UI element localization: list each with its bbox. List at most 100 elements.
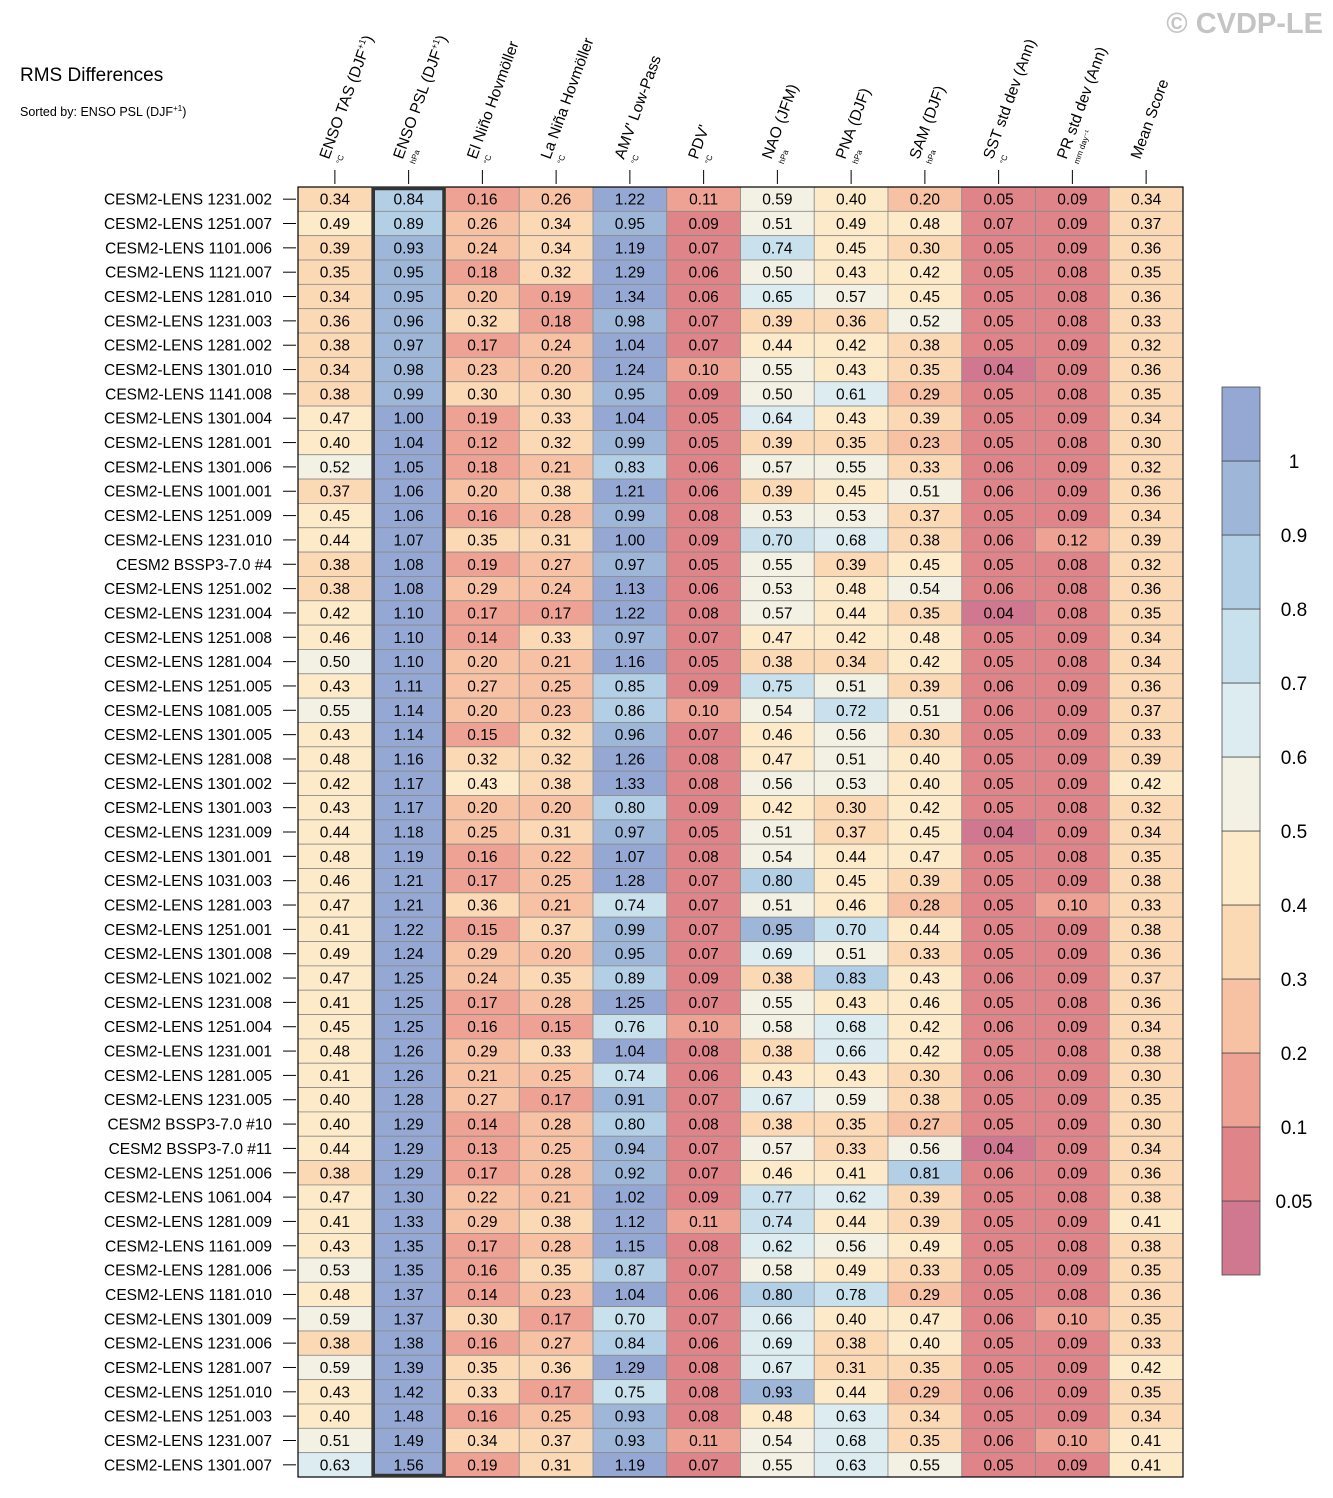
cell-value: 0.53 — [836, 508, 866, 525]
cell-value: 0.53 — [762, 508, 792, 525]
cell-value: 0.38 — [541, 776, 571, 793]
cell-value: 0.45 — [320, 1019, 350, 1036]
heatmap-cell — [297, 283, 373, 310]
cell-value: 0.05 — [984, 240, 1014, 257]
heatmap-cell — [592, 1208, 668, 1235]
column-header-unit: hPa — [777, 148, 791, 165]
cell-value: 0.09 — [1057, 1263, 1087, 1280]
cell-value: 0.08 — [1057, 1044, 1087, 1061]
cell-value: 0.46 — [836, 898, 866, 915]
heatmap-cell — [1035, 795, 1110, 821]
heatmap-cell — [518, 356, 594, 383]
cell-value: 0.55 — [910, 1457, 940, 1474]
cell-value: 0.22 — [467, 1190, 497, 1207]
cell-value: 0.15 — [541, 1019, 571, 1036]
cell-value: 0.45 — [836, 240, 866, 257]
heatmap-cell — [518, 332, 594, 358]
cell-value: 0.08 — [1057, 849, 1087, 866]
cell-value: 0.08 — [1057, 995, 1087, 1012]
heatmap-cell — [445, 235, 520, 261]
cell-value: 0.66 — [762, 1311, 792, 1328]
row-label: CESM2-LENS 1301.006 — [104, 459, 272, 476]
cell-value: 0.98 — [615, 313, 645, 330]
heatmap-cell — [371, 332, 446, 358]
cell-value: 0.39 — [910, 1190, 940, 1207]
row-label: CESM2-LENS 1121.007 — [105, 265, 272, 282]
heatmap-cell — [740, 235, 815, 261]
cell-value: 0.36 — [1131, 1165, 1161, 1182]
cell-value: 0.05 — [984, 800, 1014, 817]
cell-value: 0.41 — [320, 995, 350, 1012]
cell-value: 0.25 — [541, 873, 571, 890]
cell-value: 0.42 — [1131, 1360, 1161, 1377]
heatmap-cell — [887, 283, 963, 310]
cell-value: 0.05 — [984, 411, 1014, 428]
cell-value: 0.38 — [320, 581, 350, 598]
column-header-end: ) — [433, 33, 451, 44]
cell-value: 0.69 — [762, 946, 792, 963]
cell-value: 0.75 — [762, 678, 792, 695]
cell-value: 0.38 — [320, 557, 350, 574]
cell-value: 0.97 — [615, 557, 645, 574]
heatmap-cell — [445, 1038, 520, 1064]
heatmap-cell — [297, 259, 373, 285]
cell-value: 0.95 — [615, 946, 645, 963]
heatmap-cell — [666, 965, 741, 991]
cell-value: 0.66 — [836, 1044, 866, 1061]
cell-value: 0.05 — [984, 557, 1014, 574]
heatmap-cell — [740, 1062, 815, 1088]
cell-value: 0.05 — [984, 1457, 1014, 1474]
cell-value: 0.46 — [762, 1165, 792, 1182]
cell-value: 0.19 — [467, 1457, 497, 1474]
cell-value: 0.47 — [910, 1311, 940, 1328]
cell-value: 1.56 — [394, 1457, 424, 1474]
cell-value: 0.04 — [984, 1141, 1015, 1158]
cell-value: 0.30 — [1131, 1068, 1162, 1085]
heatmap-cell — [371, 1233, 446, 1259]
cell-value: 0.19 — [467, 411, 497, 428]
cell-value: 0.09 — [689, 532, 719, 549]
cell-value: 0.53 — [836, 776, 866, 793]
heatmap-cell — [813, 965, 889, 991]
cell-value: 0.08 — [689, 751, 719, 768]
cell-value: 0.27 — [467, 1092, 497, 1109]
heatmap-cell — [371, 186, 446, 212]
heatmap-cell — [1108, 551, 1184, 577]
cell-value: 0.20 — [541, 800, 572, 817]
row-label: CESM2-LENS 1231.001 — [104, 1044, 272, 1061]
row-label: CESM2 BSSP3-7.0 #11 — [109, 1141, 272, 1158]
heatmap-cell — [371, 381, 446, 407]
cell-value: 0.05 — [984, 630, 1014, 647]
heatmap-cell — [740, 965, 815, 991]
cell-value: 0.08 — [689, 508, 719, 525]
heatmap-cell — [445, 697, 520, 723]
heatmap-cell — [297, 1160, 373, 1186]
cell-value: 1.25 — [394, 971, 424, 988]
heatmap-cell — [518, 673, 594, 699]
heatmap-cell — [740, 770, 815, 796]
cell-value: 1.37 — [394, 1287, 424, 1304]
heatmap-cell — [592, 1038, 668, 1064]
heatmap-cell — [592, 405, 668, 431]
heatmap-cell — [445, 478, 520, 504]
cell-value: 0.96 — [615, 727, 645, 744]
cell-value: 0.08 — [689, 776, 719, 793]
cell-value: 0.97 — [394, 338, 424, 355]
cell-value: 0.13 — [467, 1141, 497, 1158]
sort-label-text: Sorted by: ENSO PSL (DJF — [20, 105, 173, 119]
heatmap-cell — [297, 429, 373, 456]
heatmap-cell — [518, 989, 594, 1015]
cell-value: 0.30 — [910, 240, 941, 257]
column-header-text: Mean Score — [1128, 77, 1173, 161]
cell-value: 0.39 — [836, 557, 866, 574]
cell-value: 0.14 — [467, 1117, 498, 1134]
cell-value: 0.09 — [689, 386, 719, 403]
column-header-label: El Niño Hovmöller — [464, 39, 522, 161]
heatmap-cell — [1108, 527, 1184, 553]
cell-value: 0.48 — [910, 630, 940, 647]
cell-value: 1.00 — [615, 532, 646, 549]
heatmap-cell — [1035, 186, 1110, 212]
colorbar-label: 0.5 — [1281, 822, 1307, 843]
cell-value: 0.47 — [320, 971, 350, 988]
cell-value: 1.24 — [615, 362, 646, 379]
